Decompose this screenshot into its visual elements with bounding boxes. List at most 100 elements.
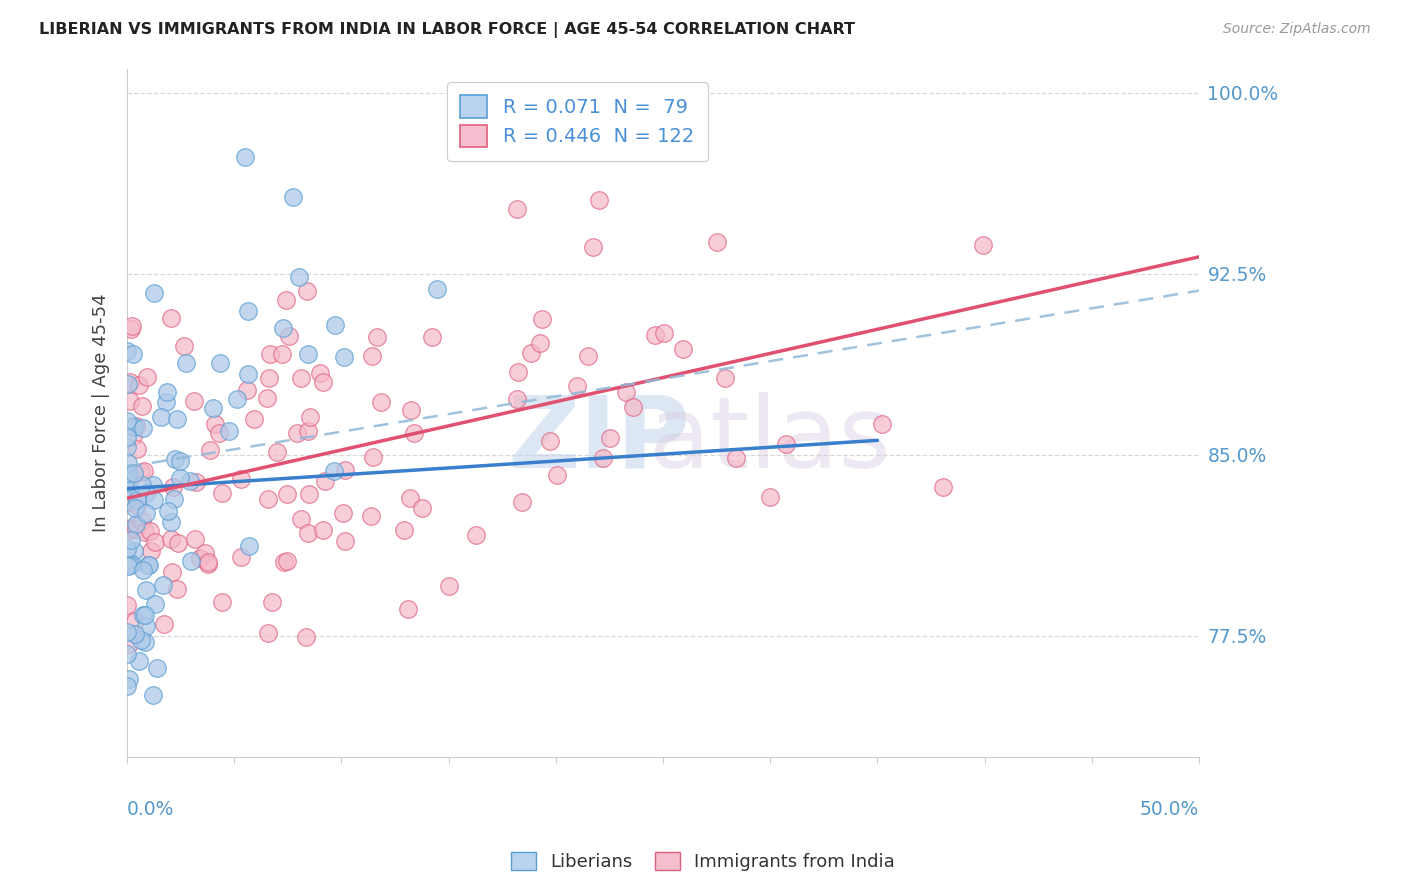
Point: [266, 445, 288, 459]
Point: [167, 536, 190, 550]
Point: [273, 555, 295, 569]
Point: [295, 631, 318, 645]
Point: [546, 467, 568, 482]
Point: [208, 425, 231, 440]
Point: [396, 602, 419, 616]
Point: [201, 401, 224, 415]
Point: [211, 485, 233, 500]
Point: [159, 533, 181, 547]
Point: [121, 419, 143, 434]
Point: [156, 385, 179, 400]
Point: [129, 632, 152, 647]
Point: [180, 554, 202, 568]
Point: [775, 437, 797, 451]
Point: [531, 311, 554, 326]
Point: [120, 521, 142, 535]
Point: [332, 506, 354, 520]
Point: [510, 494, 533, 508]
Point: [142, 492, 165, 507]
Point: [520, 346, 543, 360]
Text: LIBERIAN VS IMMIGRANTS FROM INDIA IN LABOR FORCE | AGE 45-54 CORRELATION CHART: LIBERIAN VS IMMIGRANTS FROM INDIA IN LAB…: [39, 22, 855, 38]
Point: [529, 335, 551, 350]
Point: [135, 582, 157, 597]
Point: [160, 565, 183, 579]
Point: [149, 409, 172, 424]
Point: [124, 501, 146, 516]
Point: [131, 399, 153, 413]
Point: [233, 150, 256, 164]
Legend: R = 0.071  N =  79, R = 0.446  N = 122: R = 0.071 N = 79, R = 0.446 N = 122: [447, 82, 707, 161]
Text: 0.0%: 0.0%: [127, 800, 174, 819]
Point: [165, 451, 187, 466]
Point: [361, 450, 384, 464]
Point: [256, 391, 278, 405]
Point: [122, 429, 145, 443]
Point: [411, 500, 433, 515]
Point: [614, 384, 637, 399]
Point: [297, 424, 319, 438]
Point: [135, 369, 157, 384]
Point: [179, 475, 201, 489]
Point: [565, 379, 588, 393]
Point: [118, 393, 141, 408]
Point: [117, 475, 139, 490]
Point: [257, 371, 280, 385]
Point: [128, 654, 150, 668]
Point: [125, 442, 148, 456]
Point: [122, 347, 145, 361]
Text: ZIP: ZIP: [508, 392, 690, 489]
Point: [166, 582, 188, 596]
Point: [134, 635, 156, 649]
Point: [197, 557, 219, 571]
Point: [297, 525, 319, 540]
Point: [153, 617, 176, 632]
Point: [285, 426, 308, 441]
Point: [582, 240, 605, 254]
Point: [142, 478, 165, 492]
Point: [672, 343, 695, 357]
Point: [117, 647, 139, 661]
Point: [129, 465, 152, 479]
Point: [117, 440, 139, 454]
Point: [141, 544, 163, 558]
Point: [169, 453, 191, 467]
Point: [323, 464, 346, 478]
Point: [725, 450, 748, 465]
Point: [209, 356, 232, 370]
Point: [576, 349, 599, 363]
Point: [127, 499, 149, 513]
Point: [312, 375, 335, 389]
Point: [125, 492, 148, 507]
Point: [256, 491, 278, 506]
Point: [276, 554, 298, 568]
Point: [404, 425, 426, 440]
Text: 50.0%: 50.0%: [1140, 800, 1199, 819]
Point: [124, 419, 146, 434]
Point: [298, 487, 321, 501]
Point: [312, 523, 335, 537]
Point: [120, 533, 142, 547]
Point: [314, 474, 336, 488]
Point: [309, 367, 332, 381]
Point: [392, 523, 415, 537]
Point: [117, 376, 139, 391]
Point: [506, 365, 529, 379]
Point: [143, 285, 166, 300]
Point: [117, 558, 139, 573]
Point: [652, 326, 675, 340]
Point: [169, 471, 191, 485]
Point: [115, 679, 138, 693]
Point: [152, 578, 174, 592]
Point: [142, 689, 165, 703]
Legend: Liberians, Immigrants from India: Liberians, Immigrants from India: [503, 845, 903, 879]
Point: [115, 541, 138, 556]
Point: [117, 468, 139, 483]
Point: [131, 564, 153, 578]
Point: [117, 494, 139, 508]
Text: atlas: atlas: [650, 392, 891, 489]
Point: [370, 394, 392, 409]
Point: [297, 347, 319, 361]
Point: [218, 424, 240, 438]
Point: [173, 339, 195, 353]
Point: [283, 190, 305, 204]
